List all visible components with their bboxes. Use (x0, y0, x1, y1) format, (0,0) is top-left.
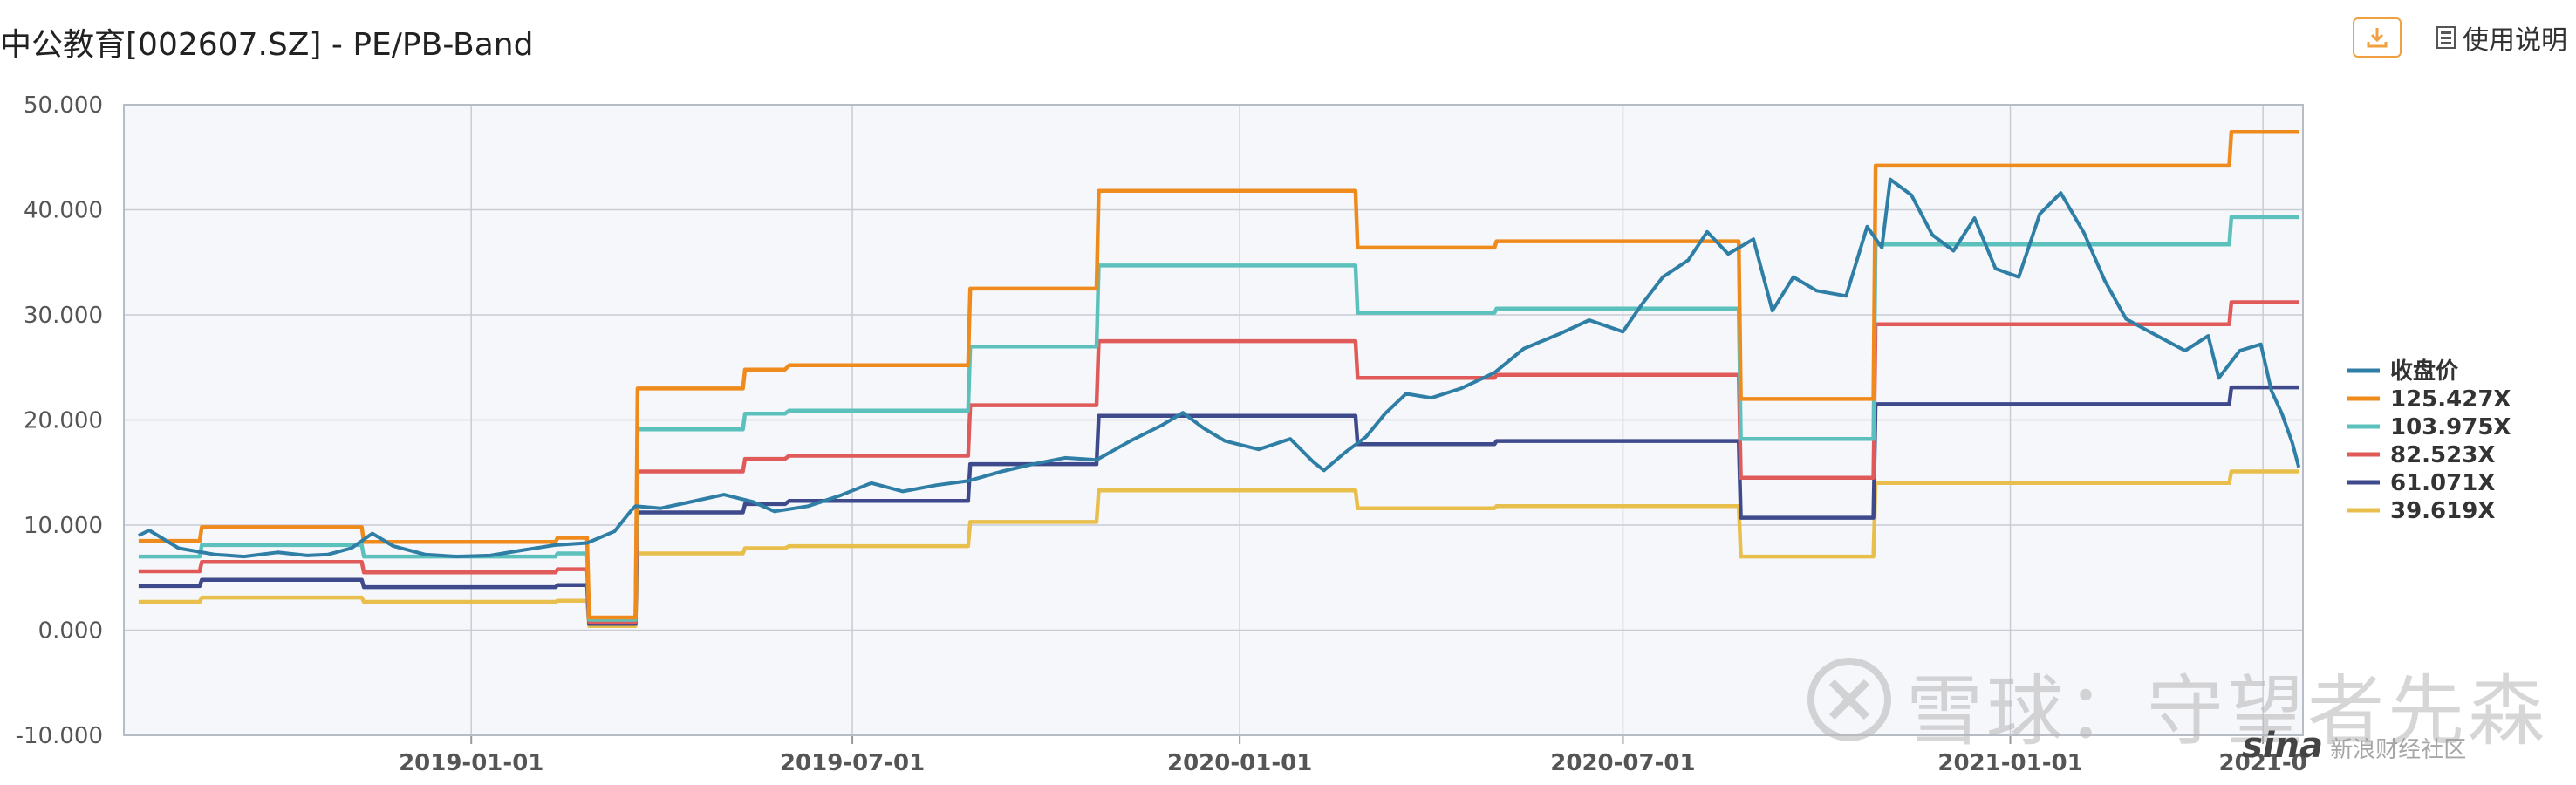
legend-label: 收盘价 (2390, 358, 2459, 385)
y-tick-label: 50.000 (24, 92, 103, 119)
axes: 50.000 40.000 30.000 20.000 10.000 0.000 -10.0… (16, 92, 2307, 776)
legend-label: 61.071X (2390, 470, 2495, 496)
legend-label: 39.619X (2390, 498, 2495, 524)
y-tick-label: 40.000 (24, 198, 103, 224)
help-link[interactable]: 使用说明 (2436, 18, 2567, 57)
legend-item[interactable]: 103.975X (2347, 414, 2511, 440)
legend-item[interactable]: 61.071X (2347, 470, 2495, 496)
series-line-band-3 (138, 300, 2299, 625)
series-line-band-1 (138, 130, 2299, 620)
y-tick-label: 20.000 (24, 408, 103, 434)
x-tick-label: 2020-07-01 (1550, 750, 1695, 776)
x-tick-label: 2021-01-01 (1937, 750, 2082, 776)
x-tick-label: 2019-01-01 (399, 750, 543, 776)
series-line-band-2 (138, 215, 2299, 622)
y-tick-label: -10.000 (16, 723, 103, 749)
chart-title: 中公教育[002607.SZ] - PE/PB-Band (0, 27, 534, 63)
plot-frame (123, 104, 2304, 736)
legend-item[interactable]: 125.427X (2347, 386, 2511, 413)
legend-label: 125.427X (2390, 386, 2511, 413)
download-button[interactable] (2353, 17, 2402, 58)
document-icon (2436, 26, 2456, 49)
download-icon (2367, 28, 2388, 48)
sina-watermark: sina 新浪财经社区 (2242, 726, 2466, 766)
toolbar: 使用说明 (2353, 17, 2567, 58)
watermark-text: 雪球：守望者先森 (1906, 666, 2549, 756)
x-tick-label: 2019-07-01 (780, 750, 925, 776)
series-line-band-5 (138, 469, 2299, 628)
legend-item[interactable]: 收盘价 (2347, 358, 2459, 385)
y-tick-label: 30.000 (24, 303, 103, 329)
xueqiu-logo-icon (1807, 658, 1891, 741)
series-line-band-4 (138, 385, 2299, 626)
legend-label: 103.975X (2390, 414, 2511, 440)
y-tick-label: 0.000 (38, 618, 103, 645)
series-line-close-price (138, 177, 2301, 559)
legend-item[interactable]: 39.619X (2347, 498, 2495, 524)
legend-item[interactable]: 82.523X (2347, 442, 2495, 468)
series-layer (138, 130, 2301, 628)
sina-community-label: 新浪财经社区 (2330, 737, 2467, 763)
x-tick-label: 2021-0 (2219, 750, 2307, 776)
legend-label: 82.523X (2390, 442, 2495, 468)
help-label: 使用说明 (2463, 25, 2567, 56)
sina-brand: sina (2242, 726, 2323, 766)
y-tick-label: 10.000 (24, 513, 103, 539)
x-tick-label: 2020-01-01 (1167, 750, 1312, 776)
